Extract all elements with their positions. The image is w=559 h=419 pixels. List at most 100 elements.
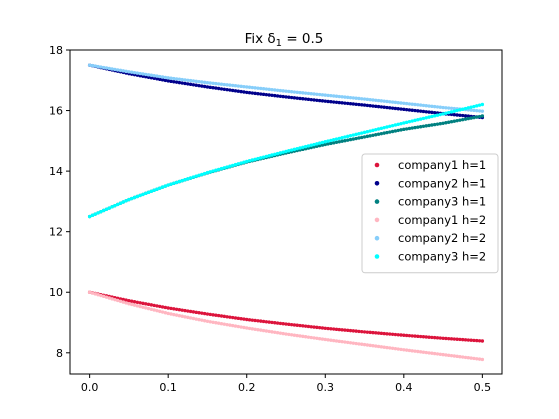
- scatter-point: [144, 72, 148, 77]
- scatter-point: [343, 340, 347, 344]
- scatter-point: [144, 75, 148, 79]
- scatter-point: [259, 156, 263, 160]
- scatter-point: [289, 322, 294, 327]
- scatter-point: [256, 328, 260, 332]
- scatter-point: [331, 338, 336, 343]
- scatter-point: [463, 355, 468, 360]
- scatter-point: [424, 116, 428, 120]
- scatter-point: [326, 326, 330, 331]
- scatter-point: [430, 110, 434, 115]
- scatter-point: [155, 77, 159, 81]
- scatter-point: [435, 122, 440, 126]
- scatter-point: [320, 99, 325, 103]
- scatter-point: [360, 342, 364, 346]
- scatter-point: [183, 81, 187, 86]
- scatter-point: [480, 114, 485, 118]
- scatter-point: [424, 335, 428, 339]
- scatter-point: [301, 97, 305, 101]
- scatter-point: [107, 206, 111, 210]
- scatter-point: [315, 98, 319, 102]
- scatter-point: [245, 90, 249, 95]
- scatter-point: [323, 326, 327, 330]
- scatter-point: [208, 85, 212, 90]
- scatter-point: [281, 89, 285, 93]
- scatter-point: [438, 336, 442, 340]
- scatter-point: [236, 84, 241, 88]
- scatter-point: [351, 137, 356, 141]
- scatter-point: [113, 297, 117, 302]
- scatter-point: [477, 109, 482, 113]
- scatter-point: [385, 125, 389, 129]
- scatter-point: [348, 328, 353, 333]
- scatter-point: [317, 98, 322, 103]
- scatter-point: [469, 108, 473, 112]
- scatter-point: [371, 98, 375, 102]
- scatter-point: [172, 307, 176, 311]
- y-tick-label: 12: [49, 226, 63, 239]
- scatter-point: [264, 320, 269, 324]
- scatter-point: [197, 311, 201, 315]
- scatter-point: [317, 92, 322, 97]
- scatter-point: [444, 106, 448, 110]
- scatter-point: [259, 319, 263, 323]
- scatter-point: [174, 307, 179, 311]
- scatter-point: [362, 330, 367, 334]
- scatter-point: [309, 92, 313, 96]
- scatter-point: [410, 349, 414, 353]
- scatter-point: [205, 170, 210, 175]
- scatter-point: [146, 302, 151, 307]
- scatter-point: [469, 338, 473, 342]
- scatter-point: [388, 100, 392, 104]
- scatter-point: [239, 84, 243, 89]
- scatter-point: [303, 324, 308, 328]
- y-tick-label: 10: [49, 286, 63, 299]
- y-tick-label: 14: [49, 165, 63, 178]
- scatter-point: [427, 351, 431, 355]
- scatter-point: [124, 298, 128, 302]
- scatter-point: [315, 325, 319, 330]
- scatter-point: [205, 81, 210, 85]
- scatter-point: [371, 133, 375, 137]
- scatter-point: [455, 113, 459, 117]
- series-4: [87, 290, 485, 362]
- scatter-point: [239, 325, 243, 329]
- scatter-point: [245, 159, 249, 164]
- scatter-point: [138, 304, 142, 309]
- scatter-point: [228, 323, 232, 327]
- scatter-point: [236, 89, 241, 93]
- scatter-point: [163, 75, 168, 80]
- scatter-point: [385, 130, 389, 135]
- scatter-point: [343, 101, 347, 105]
- scatter-point: [292, 333, 297, 337]
- scatter-point: [225, 87, 229, 92]
- scatter-point: [270, 320, 274, 325]
- scatter-point: [284, 149, 288, 154]
- scatter-point: [351, 329, 356, 333]
- scatter-point: [239, 161, 243, 165]
- x-axis: 0.0 0.1 0.2 0.3 0.4 0.5: [81, 374, 491, 394]
- scatter-point: [250, 327, 255, 331]
- scatter-point: [416, 103, 420, 107]
- scatter-point: [96, 211, 100, 215]
- scatter-point: [225, 165, 229, 169]
- legend-box: [361, 153, 499, 274]
- scatter-point: [222, 82, 226, 87]
- scatter-point: [174, 77, 179, 81]
- scatter-point: [466, 114, 471, 118]
- scatter-point: [228, 83, 232, 87]
- scatter-point: [152, 308, 156, 312]
- scatter-point: [222, 166, 226, 170]
- scatter-point: [390, 106, 395, 110]
- scatter-point: [177, 313, 182, 318]
- scatter-point: [396, 100, 400, 105]
- scatter-point: [188, 78, 193, 83]
- scatter-point: [135, 300, 140, 304]
- scatter-point: [225, 83, 229, 87]
- scatter-point: [306, 324, 311, 329]
- scatter-point: [334, 100, 339, 104]
- scatter-point: [250, 85, 255, 90]
- scatter-point: [337, 100, 341, 105]
- scatter-point: [379, 99, 384, 103]
- scatter-point: [231, 315, 235, 320]
- scatter-point: [418, 117, 423, 121]
